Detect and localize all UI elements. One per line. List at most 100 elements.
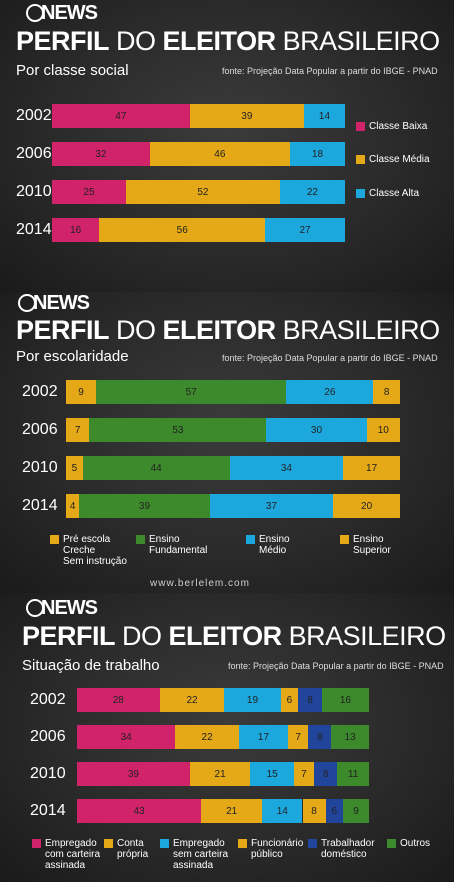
bar-segment-2002-2: 26 [286,380,374,404]
legend-label: Funcionário público [251,838,304,860]
legend-swatch [32,839,41,848]
bar-2010: 25 52 22 [52,180,345,204]
bar-segment-2014-1: 56 [99,218,266,242]
panel-situacao-trabalho: NEWS PERFIL DO ELEITOR BRASILEIRO Situaç… [0,593,454,882]
source-note: fonte: Projeção Data Popular a partir do… [222,353,438,363]
bar-segment-2002-5: 16 [321,688,369,712]
legend-label: Pré escola Creche Sem instrução [63,534,127,567]
bar-segment-2006-0: 32 [52,142,150,166]
bar-segment-2010-1: 52 [125,180,280,204]
bar-segment-2010-5: 11 [337,762,369,786]
bar-2014: 16 56 27 [52,218,345,242]
year-label-2002: 2002 [16,107,52,124]
bar-segment-2006-2: 30 [266,418,367,442]
legend-label: Trabalhador doméstico [321,838,375,860]
legend-label: Ensino Médio [259,534,290,556]
bar-segment-2006-1: 46 [149,142,291,166]
source-note: fonte: Projeção Data Popular a partir do… [228,661,444,671]
bar-segment-2014-2: 37 [209,494,334,518]
legend-label: Empregado sem carteira assinada [173,838,229,871]
globo-circle-icon [26,4,44,22]
bar-segment-2014-4: 6 [325,799,343,823]
bar-segment-2010-2: 15 [250,762,294,786]
bar-2002: 28 22 19 6 8 16 [77,688,369,712]
bar-segment-2014-0: 43 [77,799,202,823]
bar-segment-2014-2: 27 [265,218,345,242]
legend-swatch [104,839,113,848]
globonews-logo: NEWS [26,2,98,25]
legend-swatch [308,839,317,848]
legend-swatch [50,535,59,544]
globo-circle-icon [18,294,36,312]
year-label-2006: 2006 [22,421,58,438]
bar-2002: 9 57 26 8 [66,380,400,404]
legend-label: Classe Baixa [369,121,428,132]
bar-2014: 4 39 37 20 [66,494,400,518]
watermark: www.berlelem.com [150,578,250,589]
bar-2006: 7 53 30 10 [66,418,400,442]
brand-text: NEWS [41,2,98,24]
bar-segment-2006-5: 13 [331,725,369,749]
bar-segment-2006-1: 22 [175,725,239,749]
subtitle: Por classe social [16,62,129,79]
bar-segment-2006-0: 7 [66,418,90,442]
bar-segment-2006-0: 34 [77,725,176,749]
year-label-2014: 2014 [22,497,58,514]
bar-segment-2006-2: 18 [290,142,345,166]
panel-escolaridade: NEWS PERFIL DO ELEITOR BRASILEIRO Por es… [0,292,454,593]
legend-swatch [356,155,365,164]
globonews-logo: NEWS [18,292,90,315]
year-label-2014: 2014 [16,221,52,238]
legend-swatch [387,839,396,848]
bar-2010: 5 44 34 17 [66,456,400,480]
legend-swatch [136,535,145,544]
legend-label: Conta própria [117,838,149,860]
bar-segment-2010-1: 44 [82,456,230,480]
legend-label: Ensino Superior [353,534,391,556]
legend-label: Outros [400,838,431,849]
year-label-2006: 2006 [30,728,66,745]
bar-2002: 47 39 14 [52,104,345,128]
bar-segment-2014-1: 39 [79,494,210,518]
bar-segment-2002-1: 39 [189,104,304,128]
globonews-logo: NEWS [26,597,98,620]
legend-swatch [340,535,349,544]
bar-segment-2006-3: 7 [288,725,309,749]
bar-segment-2006-1: 53 [89,418,267,442]
legend-label: Classe Alta [369,188,420,199]
year-label-2010: 2010 [16,183,52,200]
panel-classe-social: NEWS PERFIL DO ELEITOR BRASILEIRO Por cl… [0,0,454,292]
bar-2006: 34 22 17 7 8 13 [77,725,369,749]
bar-segment-2010-4: 8 [314,762,338,786]
bar-segment-2010-3: 17 [343,456,400,480]
bar-segment-2006-2: 17 [238,725,289,749]
bar-2014: 43 21 14 8 6 9 [77,799,369,823]
bar-segment-2002-3: 6 [280,688,299,712]
brand-text: NEWS [33,292,90,314]
legend-swatch [246,535,255,544]
bar-segment-2002-0: 9 [66,380,97,404]
bar-segment-2002-0: 28 [77,688,160,712]
bar-segment-2002-1: 22 [159,688,225,712]
year-label-2006: 2006 [16,145,52,162]
legend-swatch [238,839,247,848]
legend-swatch [356,122,365,131]
bar-segment-2002-1: 57 [96,380,287,404]
bar-segment-2002-2: 14 [303,104,345,128]
bar-segment-2010-2: 34 [229,456,344,480]
year-label-2014: 2014 [30,802,66,819]
bar-segment-2010-3: 7 [293,762,315,786]
page-title: PERFIL DO ELEITOR BRASILEIRO [16,315,440,345]
legend-label: Classe Média [369,154,430,165]
bar-segment-2010-1: 21 [189,762,251,786]
bar-segment-2014-1: 21 [201,799,263,823]
bar-segment-2010-0: 25 [52,180,126,204]
bar-segment-2014-5: 9 [342,799,369,823]
globo-circle-icon [26,599,44,617]
bar-segment-2014-0: 16 [52,218,100,242]
bar-2006: 32 46 18 [52,142,345,166]
page-title: PERFIL DO ELEITOR BRASILEIRO [16,26,440,56]
year-label-2010: 2010 [30,765,66,782]
legend-label: Empregado com carteira assinada [45,838,101,871]
page-title: PERFIL DO ELEITOR BRASILEIRO [22,621,446,651]
